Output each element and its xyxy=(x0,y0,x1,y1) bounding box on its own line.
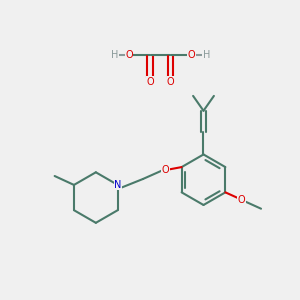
Text: H: H xyxy=(111,50,118,60)
Text: H: H xyxy=(203,50,210,60)
Text: O: O xyxy=(188,50,195,60)
Text: O: O xyxy=(238,195,245,205)
Text: O: O xyxy=(161,165,169,175)
Text: N: N xyxy=(114,180,122,190)
Text: O: O xyxy=(167,76,175,87)
Text: O: O xyxy=(125,50,133,60)
Text: O: O xyxy=(146,76,154,87)
